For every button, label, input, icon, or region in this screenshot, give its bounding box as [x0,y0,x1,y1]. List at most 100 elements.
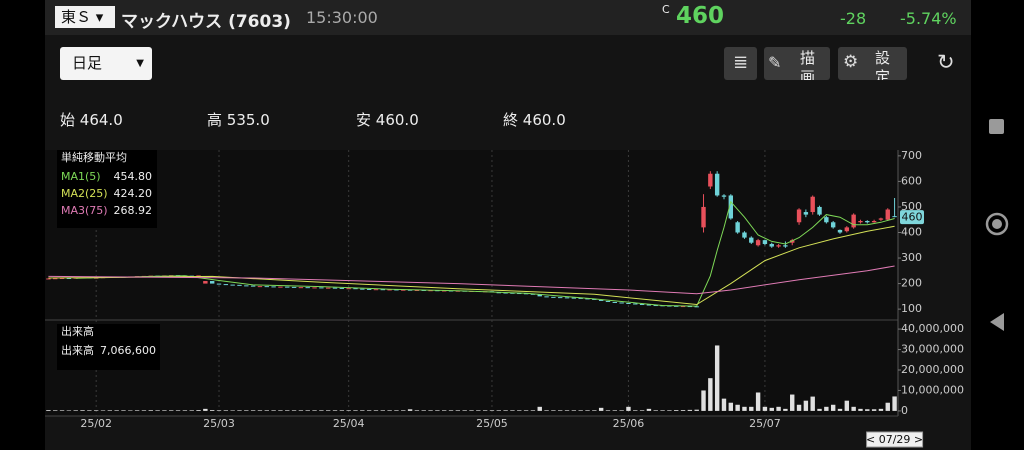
candle-body [401,289,406,291]
stock-name: マックハウス (7603) [121,12,291,32]
legend-box [57,324,160,370]
legend-value: 268.92 [114,204,153,217]
y-tick-label: 100 [901,302,922,315]
volume-tick-label: 0 [901,404,908,417]
draw-button[interactable]: ✎ 描画 [764,47,830,80]
candle-body [503,292,508,294]
candle-body [824,217,829,223]
volume-bar [128,410,133,411]
volume-bar [755,392,761,411]
volume-bar [291,410,297,411]
volume-bar [223,410,229,411]
period: 日足 [72,54,103,72]
volume-bar [564,410,570,411]
volume-bar [175,410,181,411]
volume-bar [585,410,590,411]
candle-body [53,278,58,280]
candle-body [796,209,802,223]
volume-bar [714,345,720,411]
volume-bar [237,410,242,411]
candle-body [223,284,229,286]
date-tag-label: < 07/29 > [866,433,923,446]
settings-label: 設定 [875,49,891,80]
settings-button[interactable]: ⚙ 設定 [838,47,907,80]
volume-bar [346,410,351,411]
price-prefix: C [662,3,670,16]
volume-bar [319,410,324,411]
refresh-button[interactable]: ↻ [937,50,955,74]
list-button[interactable]: ≣ [724,47,757,80]
candle-body [844,227,850,232]
ohlc-value: 460.0 [375,111,419,129]
candle-body [544,296,549,298]
volume-bar [633,410,638,411]
volume-bar [858,408,863,411]
candle-body [278,286,283,288]
candle-body [776,245,781,247]
volume-bar [578,410,583,411]
candle-body [837,229,843,233]
volume-bar [80,410,85,411]
period-select[interactable]: 日足 ▼ [60,47,152,80]
nav-back[interactable] [990,313,1004,331]
volume-bar [776,406,781,411]
volume-bar [571,410,577,411]
candle-body [271,286,276,288]
price-tag-label: 460 [902,211,923,224]
candle-body [892,216,897,218]
volume-bar [298,410,304,411]
candle-body [598,299,604,301]
candle-body [762,240,768,244]
top-bar [45,0,971,35]
volume-bar [339,410,345,411]
volume-bar [366,410,372,411]
candle-body [865,220,870,223]
candle-body [680,306,686,308]
candle-body [312,287,317,289]
nav-home[interactable] [985,212,1009,236]
ohlc-value: 535.0 [226,111,270,129]
candle-body [605,300,611,302]
volume-bar [476,410,481,411]
volume-bar [844,400,850,411]
candle-body [783,245,788,247]
candle-body [790,240,795,243]
volume-bar [598,407,604,411]
volume-bar [660,410,665,411]
candle-body [714,173,720,196]
candle-body [428,290,433,292]
nav-recent[interactable] [989,119,1004,134]
volume-bar [203,408,208,411]
candle-body [749,237,754,243]
volume-bar [605,410,611,411]
volume-bar [407,409,413,411]
candle-body [366,288,372,290]
volume-bar [53,410,58,411]
legend-entry: MA1(5) [61,170,101,183]
volume-bar [762,406,768,411]
candle-body [551,296,556,298]
volume-bar [134,410,140,411]
x-tick-label: 25/03 [203,417,235,430]
volume-bar [674,410,679,411]
candle-body [830,222,836,228]
candle-body [298,287,304,289]
candle-body [373,289,379,291]
volume-bar [285,410,290,411]
ohlc-label: 終 [503,111,519,129]
candle-body [264,286,269,288]
candle-body [291,286,297,288]
volume-legend-value: 7,066,600 [100,344,156,357]
legend-value: 424.20 [114,187,153,200]
volume-bar [373,410,379,411]
candle-body [708,173,713,187]
y-tick-label: 300 [901,251,922,264]
volume-bar [278,410,283,411]
candle-body [742,232,747,238]
volume-bar [551,410,556,411]
candle-body [803,212,809,215]
volume-bar [394,410,399,411]
market-select[interactable]: 東Ｓ ▾ [55,6,115,28]
volume-bar [442,410,447,411]
